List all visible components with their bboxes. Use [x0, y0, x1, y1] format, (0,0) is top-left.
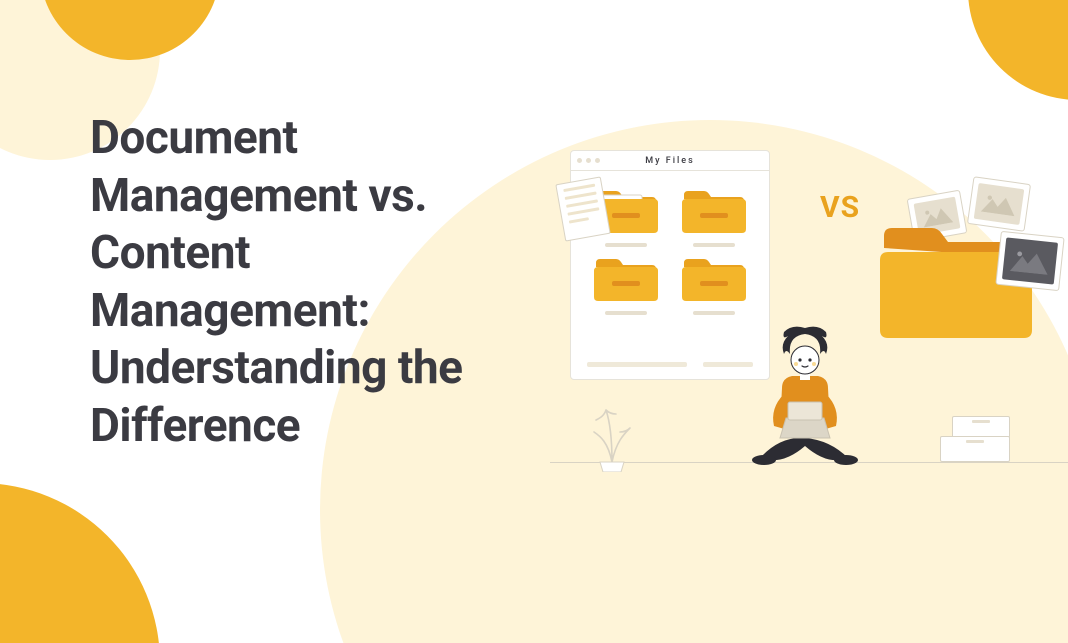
- folder-item: [587, 253, 665, 315]
- folder-label-placeholder: [605, 311, 647, 315]
- folder-icon: [680, 253, 748, 305]
- content-folder-group: [870, 200, 1060, 360]
- bg-blob-top-right: [968, 0, 1068, 100]
- document-sheet-icon: [555, 176, 610, 241]
- storage-boxes-icon: [932, 400, 1032, 470]
- box-icon: [952, 416, 1010, 438]
- folder-item: [675, 253, 753, 315]
- vs-label: VS: [820, 190, 860, 225]
- window-placeholder-bar: [587, 362, 687, 367]
- folder-item: [675, 185, 753, 247]
- bg-blob-bottom-left: [0, 483, 160, 643]
- folder-label-placeholder: [605, 243, 647, 247]
- plant-icon: [586, 392, 638, 472]
- window-title: My Files: [571, 156, 769, 166]
- page-headline: Document Management vs. Content Manageme…: [90, 110, 520, 455]
- folder-label-placeholder: [693, 311, 735, 315]
- person-with-laptop-icon: [730, 326, 880, 476]
- window-titlebar: My Files: [571, 151, 769, 171]
- photo-card-dark-icon: [995, 231, 1064, 291]
- box-icon: [940, 436, 1010, 462]
- folder-icon: [592, 253, 660, 305]
- folder-label-placeholder: [693, 243, 735, 247]
- illustration-group: My Files: [560, 140, 1060, 560]
- folder-icon: [680, 185, 748, 237]
